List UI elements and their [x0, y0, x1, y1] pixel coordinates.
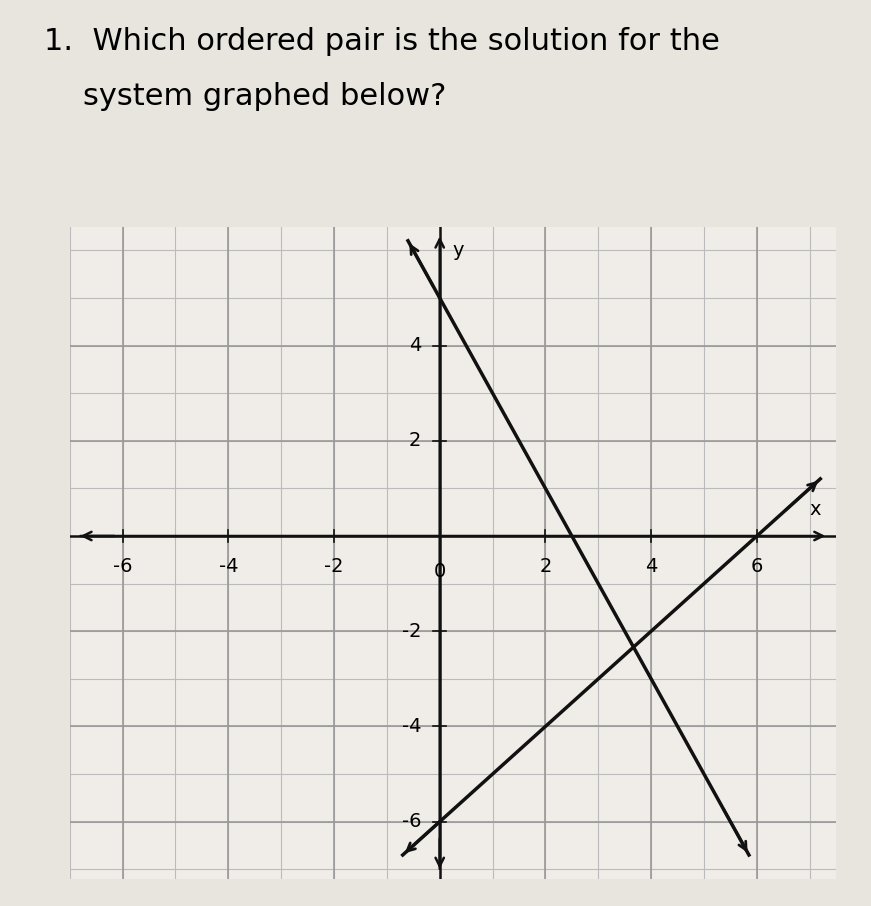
- Text: 1.  Which ordered pair is the solution for the: 1. Which ordered pair is the solution fo…: [44, 27, 719, 56]
- Text: 4: 4: [645, 557, 658, 576]
- Text: y: y: [453, 241, 464, 260]
- Text: -6: -6: [112, 557, 132, 576]
- Text: 2: 2: [539, 557, 551, 576]
- Text: 0: 0: [434, 563, 446, 581]
- Text: -4: -4: [402, 717, 422, 736]
- Text: -4: -4: [219, 557, 238, 576]
- Text: 6: 6: [751, 557, 763, 576]
- Text: system graphed below?: system graphed below?: [44, 82, 446, 111]
- Text: -2: -2: [324, 557, 344, 576]
- Text: -6: -6: [402, 812, 422, 831]
- Text: -2: -2: [402, 622, 422, 641]
- Text: x: x: [809, 500, 820, 519]
- Text: 4: 4: [408, 336, 422, 355]
- Text: 2: 2: [408, 431, 422, 450]
